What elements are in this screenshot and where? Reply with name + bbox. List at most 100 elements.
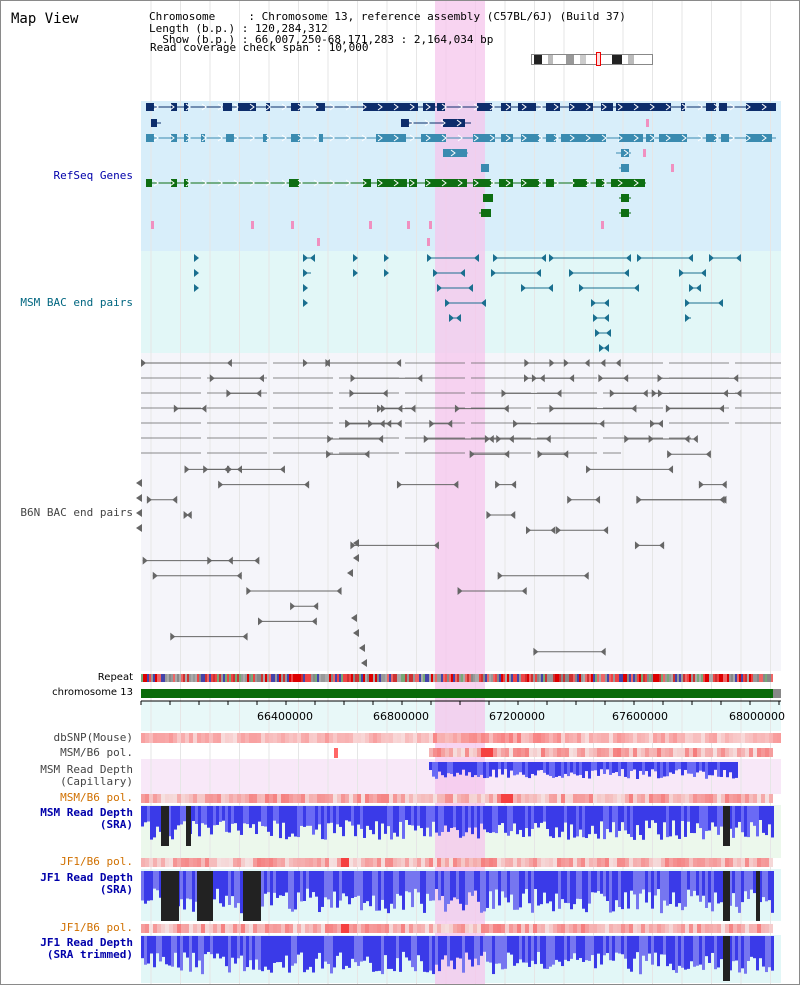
read-depth-bin [456,871,459,900]
refseq-genes-label[interactable]: RefSeq Genes [53,169,133,182]
bac-end-marker [624,269,629,277]
repeat-segment [263,674,265,682]
jf1-read-depth-trimmed-label[interactable]: JF1 Read Depth (SRA trimmed) [40,936,133,961]
repeat-segment [757,674,759,682]
polymorphism-bin [749,924,753,933]
repeat-segment [651,674,653,682]
polymorphism-bin [509,794,513,803]
dbsnp-bin [749,733,753,743]
repeat-segment [645,674,647,682]
read-depth-bin [360,806,363,829]
repeat-segment [315,674,317,682]
strand-arrow [345,179,351,187]
repeat-segment [181,674,183,682]
msm-read-depth-capillary-label[interactable]: MSM Read Depth (Capillary) [40,763,133,788]
read-depth-bin [591,936,594,956]
polymorphism-bin [313,924,317,933]
gene-exon [409,179,417,187]
repeat-segment [685,674,687,682]
strand-arrow [456,119,462,127]
gene-exon [483,194,493,202]
chromosome-ideogram[interactable] [531,54,653,65]
repeat-segment [603,674,605,682]
polymorphism-bin [377,858,381,867]
msm-b6-pol-label-1[interactable]: MSM/B6 pol. [60,746,133,759]
dbsnp-bin [745,733,749,743]
read-depth-bin [504,871,507,898]
repeat-segment [481,674,483,682]
msm-read-depth-sra-label[interactable]: MSM Read Depth (SRA) [40,806,133,831]
polymorphism-bin [729,748,733,757]
strand-arrow [233,134,239,142]
polymorphism-bin [437,794,441,803]
read-depth-bin [237,936,240,959]
read-depth-bin [726,762,729,778]
bac-end-marker [609,389,615,398]
repeat-segment [569,674,571,682]
polymorphism-bin [429,748,433,757]
read-depth-bin [528,936,531,967]
polymorphism-bin [433,794,437,803]
ideogram-position-marker[interactable] [596,52,601,66]
strand-arrow [505,134,511,142]
bac-end-marker [396,359,402,367]
polymorphism-bin [485,794,489,803]
read-depth-bin [345,806,348,821]
strand-arrow [569,103,575,111]
polymorphism-bin [609,748,613,757]
polymorphism-bin [577,794,581,803]
repeat-segment [533,674,535,682]
jf1-read-depth-sra-label[interactable]: JF1 Read Depth (SRA) [40,871,133,896]
repeat-segment [457,674,459,682]
read-depth-bin [489,762,492,777]
repeat-segment [527,674,529,682]
polymorphism-bin [625,924,629,933]
polymorphism-bin [669,748,673,757]
bac-end-marker [410,404,416,413]
polymorphism-bin [617,748,621,757]
jf1-b6-pol-label-2[interactable]: JF1/B6 pol. [60,921,133,934]
polymorphism-bin [397,924,401,933]
polymorphism-bin [181,924,185,933]
polymorphism-bin [605,794,609,803]
repeat-segment [163,674,165,682]
read-depth-bin [453,936,456,970]
dbsnp-bin [169,733,173,743]
read-depth-bin [339,936,342,953]
repeat-segment [347,674,349,682]
strand-arrow [361,179,367,187]
bac-end-marker [503,404,509,413]
polymorphism-bin [573,748,577,757]
msm-b6-pol-label-2[interactable]: MSM/B6 pol. [60,791,133,804]
b6n-bac-label[interactable]: B6N BAC end pairs [20,506,133,519]
bac-end-marker [345,419,351,428]
msm-bac-label[interactable]: MSM BAC end pairs [20,296,133,309]
strand-arrow [201,179,207,187]
read-depth-bin [543,871,546,893]
polymorphism-bin [573,924,577,933]
polymorphism-bin [561,748,565,757]
read-depth-bin [528,762,531,779]
polymorphism-bin [149,924,153,933]
polymorphism-bin [197,794,201,803]
dbsnp-bin [537,733,541,743]
polymorphism-bin [425,924,429,933]
repeat-segment [279,674,281,682]
bac-end-marker [152,571,158,580]
polymorphism-bin [761,748,765,757]
repeat-segment [257,674,259,682]
jf1-b6-pol-label-1[interactable]: JF1/B6 pol. [60,855,133,868]
read-depth-bin [426,806,429,828]
dbsnp-label[interactable]: dbSNP(Mouse) [53,731,133,744]
read-depth-bin [621,871,624,910]
read-depth-bin [366,806,369,826]
show-line: Show (b.p.) : 66,007,250-68,171,283 : 2,… [149,33,494,46]
bac-end-marker [684,435,690,443]
refseq-feature [151,221,154,229]
polymorphism-bin [281,924,285,933]
read-depth-bin [309,936,312,967]
repeat-segment [513,674,515,682]
read-depth-bin [252,806,255,825]
bac-end-marker [136,524,142,532]
polymorphism-bin [769,794,773,803]
